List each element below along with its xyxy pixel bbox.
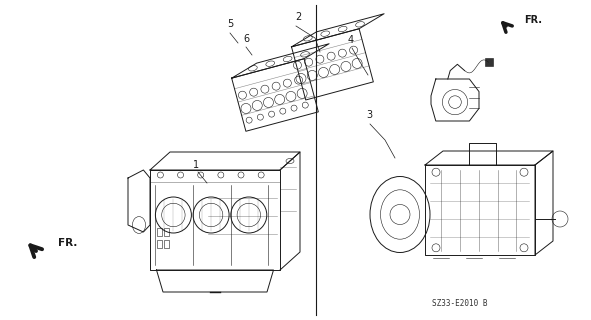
Circle shape	[432, 168, 440, 176]
Bar	[485, 58, 493, 66]
Bar	[164, 228, 170, 236]
Text: 3: 3	[366, 110, 372, 120]
Circle shape	[218, 172, 224, 178]
Text: SZ33-E2010 B: SZ33-E2010 B	[432, 300, 488, 308]
Circle shape	[432, 244, 440, 252]
Text: 4: 4	[348, 35, 354, 45]
Circle shape	[198, 172, 204, 178]
Circle shape	[258, 172, 264, 178]
Bar	[157, 228, 162, 236]
Bar	[157, 240, 162, 248]
Circle shape	[520, 244, 528, 252]
Circle shape	[177, 172, 184, 178]
Text: 2: 2	[295, 12, 301, 22]
Text: 5: 5	[227, 19, 233, 29]
Text: FR.: FR.	[524, 15, 542, 25]
Circle shape	[520, 168, 528, 176]
Text: FR.: FR.	[58, 238, 77, 248]
Text: 6: 6	[243, 34, 249, 44]
Bar	[164, 240, 170, 248]
Circle shape	[157, 172, 163, 178]
Text: 1: 1	[193, 160, 199, 170]
Circle shape	[238, 172, 244, 178]
